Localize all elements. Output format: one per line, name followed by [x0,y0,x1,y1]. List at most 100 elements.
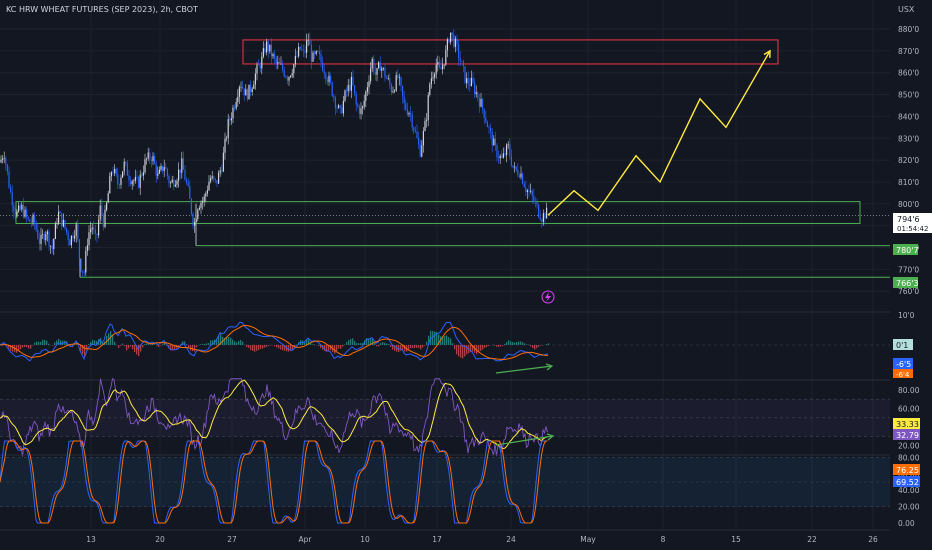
macd-histogram-bar [264,345,266,348]
candle-body [200,202,202,208]
x-tick-label: 22 [807,535,817,544]
candle-body [118,184,120,186]
candle-body [150,159,152,162]
candle-body [43,234,45,241]
macd-histogram-bar [340,345,342,349]
macd-histogram-bar [386,343,388,345]
candle-body [37,229,39,239]
candle-body [208,181,210,191]
candle-body [478,98,480,107]
macd-histogram-bar [126,345,128,351]
macd-histogram-bar [268,345,270,346]
y-tick-label: 850'0 [898,91,919,100]
candle-body [301,49,303,50]
candle-body [365,91,367,101]
macd-histogram-bar [202,343,204,345]
rsi-badge-1: 33.33 [893,418,920,429]
candle-body [459,58,461,62]
candle-body [366,87,368,92]
y-tick-label: 870'0 [898,47,919,56]
resistance-zone [242,39,779,65]
macd-histogram-bar [90,342,92,345]
level-badge-1: 780'7 [893,244,919,255]
candle-body [515,166,517,170]
lightning-icon[interactable] [541,290,555,304]
candle-body [445,50,447,65]
candle-body [381,68,383,71]
macd-histogram-bar [20,345,22,350]
macd-histogram-bar [132,345,134,350]
candle-body [477,92,479,99]
macd-histogram-bar [146,343,148,345]
stoch-tick-label: 20.00 [898,503,920,512]
macd-histogram-bar [240,339,242,345]
macd-histogram-bar [6,345,8,346]
candle-body [522,173,524,184]
macd-histogram-bar [534,345,536,350]
candle-body [179,169,181,173]
candle-body [186,180,188,183]
candle-body [77,224,79,240]
candle-body [59,211,61,214]
candle-body [438,62,440,68]
macd-histogram-bar [292,345,294,351]
candle-body [317,51,319,52]
candle-body [392,91,394,93]
candle-body [373,58,375,72]
macd-histogram-bar [548,343,550,345]
candle-body [219,170,221,173]
macd-histogram-bar [136,345,138,355]
candle-body [90,229,92,233]
macd-histogram-bar [280,345,282,350]
candle-body [394,90,396,92]
y-tick-label: 760'0 [898,287,919,296]
candle-body [216,180,218,184]
candle-body [259,64,261,69]
candle-body [437,62,439,65]
macd-histogram-bar [112,334,114,345]
macd-histogram-bar [186,344,188,345]
candle-body [48,231,50,247]
candle-body [198,207,200,210]
candle-body [538,204,540,217]
candle-body [467,78,469,85]
macd-histogram-bar [514,342,516,345]
candle-body [141,174,143,176]
macd-histogram-bar [410,345,412,349]
candle-body [462,61,464,67]
candle-body [106,202,108,210]
macd-histogram-bar [36,341,38,345]
candle-body [133,180,135,182]
macd-histogram-bar [206,343,208,345]
candle-body [83,272,85,274]
chart-title: KC HRW WHEAT FUTURES (SEP 2023), 2h, CBO… [6,5,198,14]
stoch-badge-1-value: 76.25 [896,466,919,475]
macd-histogram-bar [352,338,354,345]
macd-histogram-bar [372,338,374,345]
candle-body [309,40,311,45]
macd-histogram-bar [304,341,306,345]
macd-histogram-bar [336,345,338,352]
macd-histogram-bar [94,340,96,345]
macd-histogram-bar [54,342,56,345]
candle-body [405,103,407,110]
macd-histogram-bar [536,345,538,349]
candle-body [318,51,320,54]
macd-histogram-bar [542,345,544,346]
candle-body [418,138,420,145]
candle-body [29,219,31,222]
candle-body [18,205,20,212]
macd-histogram-bar [378,345,380,347]
macd-histogram-bar [404,345,406,352]
macd-histogram-bar [12,345,14,352]
macd-histogram-bar [194,345,196,352]
candle-body [526,190,528,193]
candle-body [278,61,280,64]
candle-body [470,77,472,86]
candle-body [349,84,351,91]
grid [0,0,890,530]
candle-body [262,48,264,57]
macd-histogram-bar [60,340,62,345]
candle-body [480,99,482,107]
